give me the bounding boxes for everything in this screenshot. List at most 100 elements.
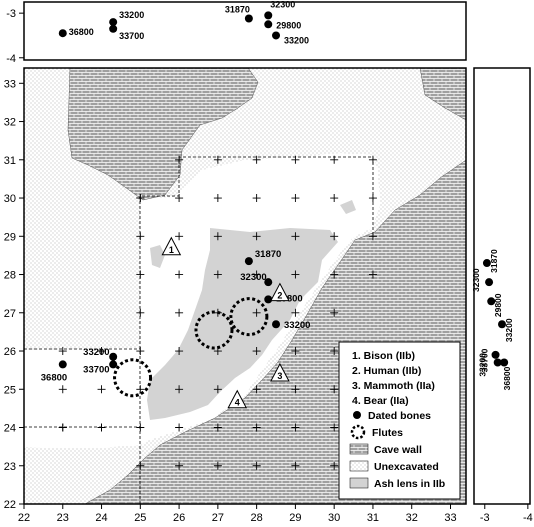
grid-cross bbox=[58, 423, 67, 432]
top-panel-points: 36800 33200 33700 31870 32300 29800 33200 bbox=[58, 0, 309, 45]
ash-lens-small-2 bbox=[340, 200, 356, 214]
legend-human: 2. Human (IIb) bbox=[352, 365, 421, 377]
grid-crosses bbox=[58, 155, 377, 470]
top-panel-point bbox=[58, 29, 67, 38]
y-tick-label: 24 bbox=[4, 423, 16, 435]
grid-cross bbox=[58, 385, 67, 394]
grid-cross bbox=[291, 308, 300, 317]
grid-cross bbox=[330, 270, 339, 279]
y-tick-label: 28 bbox=[4, 270, 16, 282]
grid-cross bbox=[368, 232, 377, 241]
top-y-tick-label: -3 bbox=[6, 8, 16, 20]
grid-cross bbox=[291, 194, 300, 203]
grid-cross bbox=[58, 347, 67, 356]
fauna-marker-number: 4 bbox=[235, 398, 240, 408]
x-tick-label: 28 bbox=[251, 512, 263, 524]
fauna-marker-triangle bbox=[161, 236, 182, 256]
map-axes: 22 23 24 25 26 27 28 29 30 31 32 332223242526272829… bbox=[4, 78, 457, 524]
grid-cross bbox=[368, 270, 377, 279]
top-panel-point bbox=[109, 24, 118, 33]
grid-cross bbox=[252, 155, 261, 164]
grid-cross bbox=[213, 155, 222, 164]
top-panel-point-label: 33700 bbox=[119, 31, 144, 41]
grid-cross bbox=[175, 385, 184, 394]
grid-cross bbox=[330, 423, 339, 432]
side-panel-point-label: 36800 bbox=[502, 366, 512, 390]
y-tick-label: 30 bbox=[4, 193, 16, 205]
fauna-marker-number: 3 bbox=[277, 371, 282, 381]
legend-cave-wall-swatch bbox=[349, 443, 369, 455]
ash-lens-small bbox=[150, 245, 165, 268]
dated-bone-point bbox=[109, 352, 118, 361]
y-tick-label: 22 bbox=[4, 499, 16, 511]
y-tick-label: 29 bbox=[4, 231, 16, 243]
y-tick-label: 33 bbox=[4, 78, 16, 90]
grid-cross bbox=[252, 347, 261, 356]
dated-bone-point bbox=[264, 295, 273, 304]
y-tick-label: 26 bbox=[4, 346, 16, 358]
grid-cross bbox=[136, 308, 145, 317]
grid-cross bbox=[330, 155, 339, 164]
grid-cross bbox=[175, 232, 184, 241]
grid-cross bbox=[291, 385, 300, 394]
fauna-marker-triangle bbox=[270, 362, 290, 382]
x-tick-label: 22 bbox=[18, 512, 30, 524]
grid-cross bbox=[213, 385, 222, 394]
top-panel-point-label: 31870 bbox=[225, 5, 250, 15]
fauna-marker-number: 1 bbox=[169, 245, 174, 255]
side-panel-point bbox=[485, 278, 494, 287]
grid-cross bbox=[252, 232, 261, 241]
legend-bison: 1. Bison (IIb) bbox=[352, 350, 415, 362]
side-x-tick-label: -3 bbox=[480, 512, 490, 524]
top-panel-point bbox=[264, 20, 273, 29]
grid-cross bbox=[368, 194, 377, 203]
dated-bone-point bbox=[58, 360, 67, 369]
grid-cross bbox=[330, 308, 339, 317]
legend-unexcavated-swatch bbox=[349, 460, 369, 472]
y-tick-label: 27 bbox=[4, 308, 16, 320]
y-tick-label: 23 bbox=[4, 461, 16, 473]
grid-cross bbox=[291, 232, 300, 241]
grid-cross bbox=[330, 461, 339, 470]
x-tick-label: 26 bbox=[173, 512, 185, 524]
dated-bone-point bbox=[272, 320, 281, 329]
top-panel-point-label: 36800 bbox=[69, 27, 94, 37]
dated-bone-label: 32300 bbox=[240, 272, 266, 283]
grid-cross bbox=[291, 461, 300, 470]
grid-cross bbox=[252, 385, 261, 394]
fauna-marker-triangle bbox=[270, 282, 290, 302]
side-panel-point bbox=[482, 259, 491, 268]
dated-bone-label: 33200 bbox=[83, 347, 109, 358]
x-tick-label: 29 bbox=[289, 512, 301, 524]
flute-circle bbox=[113, 358, 153, 398]
top-panel-point bbox=[244, 14, 253, 23]
grid-cross bbox=[136, 194, 145, 203]
x-tick-label: 24 bbox=[95, 512, 107, 524]
side-panel-point bbox=[487, 297, 496, 306]
legend-bone-icon bbox=[353, 411, 361, 419]
dated-bone-label: 33700 bbox=[83, 364, 109, 375]
grid-cross bbox=[252, 194, 261, 203]
grid-cross bbox=[136, 270, 145, 279]
grid-cross bbox=[330, 347, 339, 356]
side-panel-point-label: 29800 bbox=[493, 293, 503, 317]
top-panel-point-label: 33200 bbox=[119, 10, 144, 20]
top-panel-y-axis: -3 -4 bbox=[6, 8, 24, 65]
x-tick-label: 30 bbox=[328, 512, 340, 524]
grid-cross bbox=[175, 308, 184, 317]
grid-cross bbox=[252, 461, 261, 470]
dated-bone-label: 29800 bbox=[276, 293, 302, 304]
grid-cross bbox=[291, 155, 300, 164]
side-x-tick-label: -4 bbox=[523, 512, 533, 524]
grid-cross bbox=[291, 347, 300, 356]
grid-cross bbox=[136, 347, 145, 356]
legend: 1. Bison (IIb) 2. Human (IIb) 3. Mammoth… bbox=[338, 341, 461, 500]
grid-cross bbox=[136, 232, 145, 241]
grid-cross bbox=[136, 385, 145, 394]
top-panel-point bbox=[272, 31, 281, 40]
top-y-tick-label: -4 bbox=[6, 53, 16, 65]
grid-cross bbox=[330, 385, 339, 394]
dated-bone-point bbox=[264, 278, 273, 287]
